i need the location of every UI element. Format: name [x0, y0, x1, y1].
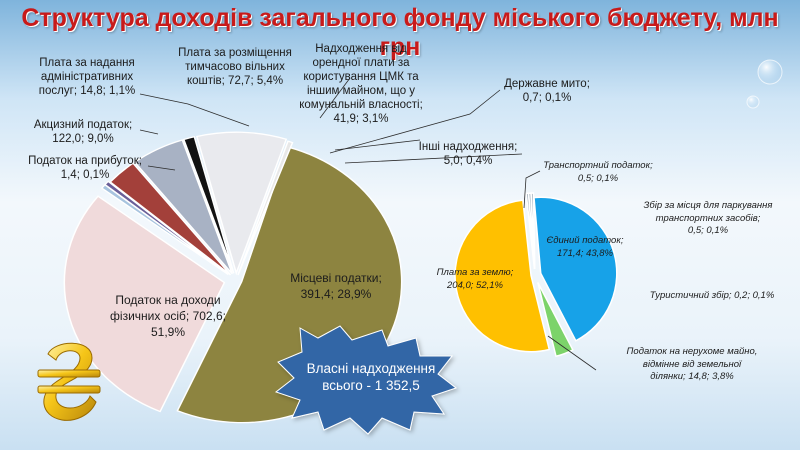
leader-line [547, 335, 597, 371]
sub-slice-транспортний-податок [530, 192, 536, 270]
leader-line [147, 165, 176, 171]
main-label-плата-за-надання-адміністративних-послуг: Плата за надання адміністративних послуг; … [12, 56, 162, 98]
label-line: 0,5; 0,1% [577, 172, 619, 184]
leader-line [344, 153, 523, 164]
label-line: Туристичний збір; 0,2; 0,1% [649, 290, 775, 301]
label-line: Єдиний податок; [546, 235, 624, 246]
label-line: відмінне від земельної [642, 358, 742, 370]
label-line: Плата за землю; [436, 267, 514, 278]
total-badge [274, 325, 458, 435]
label-line: Податок на нерухоме майно, [626, 346, 758, 357]
label-line: Плата за розміщення [178, 47, 292, 59]
label-line: Збір за місця для паркування [643, 200, 773, 211]
sub-slice-податок-на-нерухоме-майно-відмінне-від-земельної-ділянки [537, 282, 574, 358]
label-line: 5,0; 0,4% [443, 155, 493, 167]
label-line: послуг; 14,8; 1,1% [38, 85, 136, 97]
chart-title: Структура доходів загального фонду міськ… [21, 4, 779, 61]
label-line: користування ЦМК та [303, 71, 419, 83]
leader-line [139, 129, 159, 135]
main-label-державне-мито: Державне мито; 0,7; 0,1% [492, 77, 602, 105]
label-line: Податок на прибуток; [28, 155, 142, 167]
label-line: адміністративних [40, 71, 134, 83]
main-label-місцеві-податки: Місцеві податки; 391,4; 28,9% [276, 270, 396, 302]
leader-line [329, 89, 501, 154]
label-line: 0,7; 0,1% [522, 92, 572, 104]
label-line: 41,9; 3,1% [333, 113, 389, 125]
main-slice-державне-мито [104, 180, 229, 275]
sub-pie [454, 192, 618, 358]
total-line-2: всього - 1 352,5 [322, 378, 420, 393]
sub-label-плата-за-землю: Плата за землю; 204,0; 52,1% [420, 267, 530, 292]
sub-label-транспортний-податок: Транспортний податок; 0,5; 0,1% [528, 160, 668, 185]
label-line: 51,9% [150, 325, 186, 339]
label-line: іншим майном, що у [306, 85, 416, 97]
label-line: 204,0; 52,1% [447, 279, 503, 291]
label-line: Акцизний податок; [33, 119, 133, 131]
bubble-large [757, 59, 783, 85]
leader-line [523, 170, 541, 209]
label-line: Місцеві податки; [290, 271, 382, 285]
label-line: 122,0; 9,0% [52, 133, 114, 145]
main-slice-надходження-від-орендної-плати-за-користування-цмк-та-іншим-майном-що-у-комунальній-власності [109, 162, 232, 276]
label-line: комунальній власності; [299, 99, 423, 111]
label-line: Інші надходження; [418, 141, 518, 153]
label-line: 171,4; 43,8% [557, 247, 613, 259]
leader-line [319, 77, 351, 119]
label-line: ділянки; 14,8; 3,8% [650, 371, 734, 382]
label-line: Транспортний податок; [543, 160, 653, 171]
main-label-податок-на-прибуток: Податок на прибуток; 1,4; 0,1% [4, 154, 166, 182]
label-line: Державне мито; [504, 78, 590, 90]
label-line: 391,4; 28,9% [300, 287, 372, 301]
label-line: Надходження від [315, 43, 407, 55]
main-label-плата-за-розміщення-тимчасово-вільних-коштів: Плата за розміщення тимчасово вільних кошт… [160, 46, 310, 88]
main-label-надходження-від-орендної-плати-за-користування-цмк-та-іншим-майном-що-у-комунальній-власності: Надходження від орендної плати за користув… [286, 42, 436, 126]
sub-label-збір-за-місця-для-паркування-транспортних-засобів: Збір за місця для паркування транспортних… [618, 200, 798, 238]
label-line: 0,5; 0,1% [687, 225, 729, 236]
leader-lines [139, 77, 597, 371]
label-line: 1,4; 0,1% [60, 169, 110, 181]
sub-label-єдиний-податок: Єдиний податок; 171,4; 43,8% [525, 235, 645, 260]
sub-label-туристичний-збір: Туристичний збір; 0,2; 0,1% [632, 290, 792, 303]
total-label: Власні надходження всього - 1 352,5 [296, 360, 446, 394]
main-slice-місцеві-податки [63, 195, 226, 413]
total-line-1: Власні надходження [306, 361, 436, 376]
label-line: тимчасово вільних [185, 61, 285, 73]
main-label-інші-надходження: Інші надходження; 5,0; 0,4% [408, 140, 528, 168]
label-line: транспортних засобів; [655, 212, 761, 224]
main-slice-плата-за-розміщення-тимчасово-вільних-коштів [133, 139, 233, 275]
background-decor [746, 59, 783, 109]
hryvnia-icon [37, 342, 101, 421]
leader-line [334, 139, 421, 151]
label-line: орендної плати за [312, 57, 410, 69]
leader-line [139, 93, 250, 127]
main-slice-плата-за-надання-адміністративних-послуг [182, 135, 235, 274]
main-label-акцизний-податок: Акцизний податок; 122,0; 9,0% [8, 118, 158, 146]
label-line: Податок на доходи [115, 293, 221, 307]
main-slice-акцизний-податок [195, 131, 288, 276]
main-slice-податок-на-прибуток [237, 140, 294, 276]
label-line: Плата за надання [39, 57, 135, 69]
label-line: фізичних осіб; 702,6; [110, 309, 226, 323]
bubble-small [746, 95, 760, 109]
sub-label-податок-на-нерухоме-майно-відмінне-від-земельної-ділянки: Податок на нерухоме майно, відмінне від з… [592, 346, 792, 384]
label-line: коштів; 72,7; 5,4% [186, 75, 284, 87]
sub-slice-єдиний-податок [533, 196, 618, 342]
main-label-податок-на-доходи-фізичних-осіб: Податок на доходи фізичних осіб; 702,6; 51… [88, 292, 248, 340]
sub-slice-плата-за-землю [454, 199, 551, 353]
